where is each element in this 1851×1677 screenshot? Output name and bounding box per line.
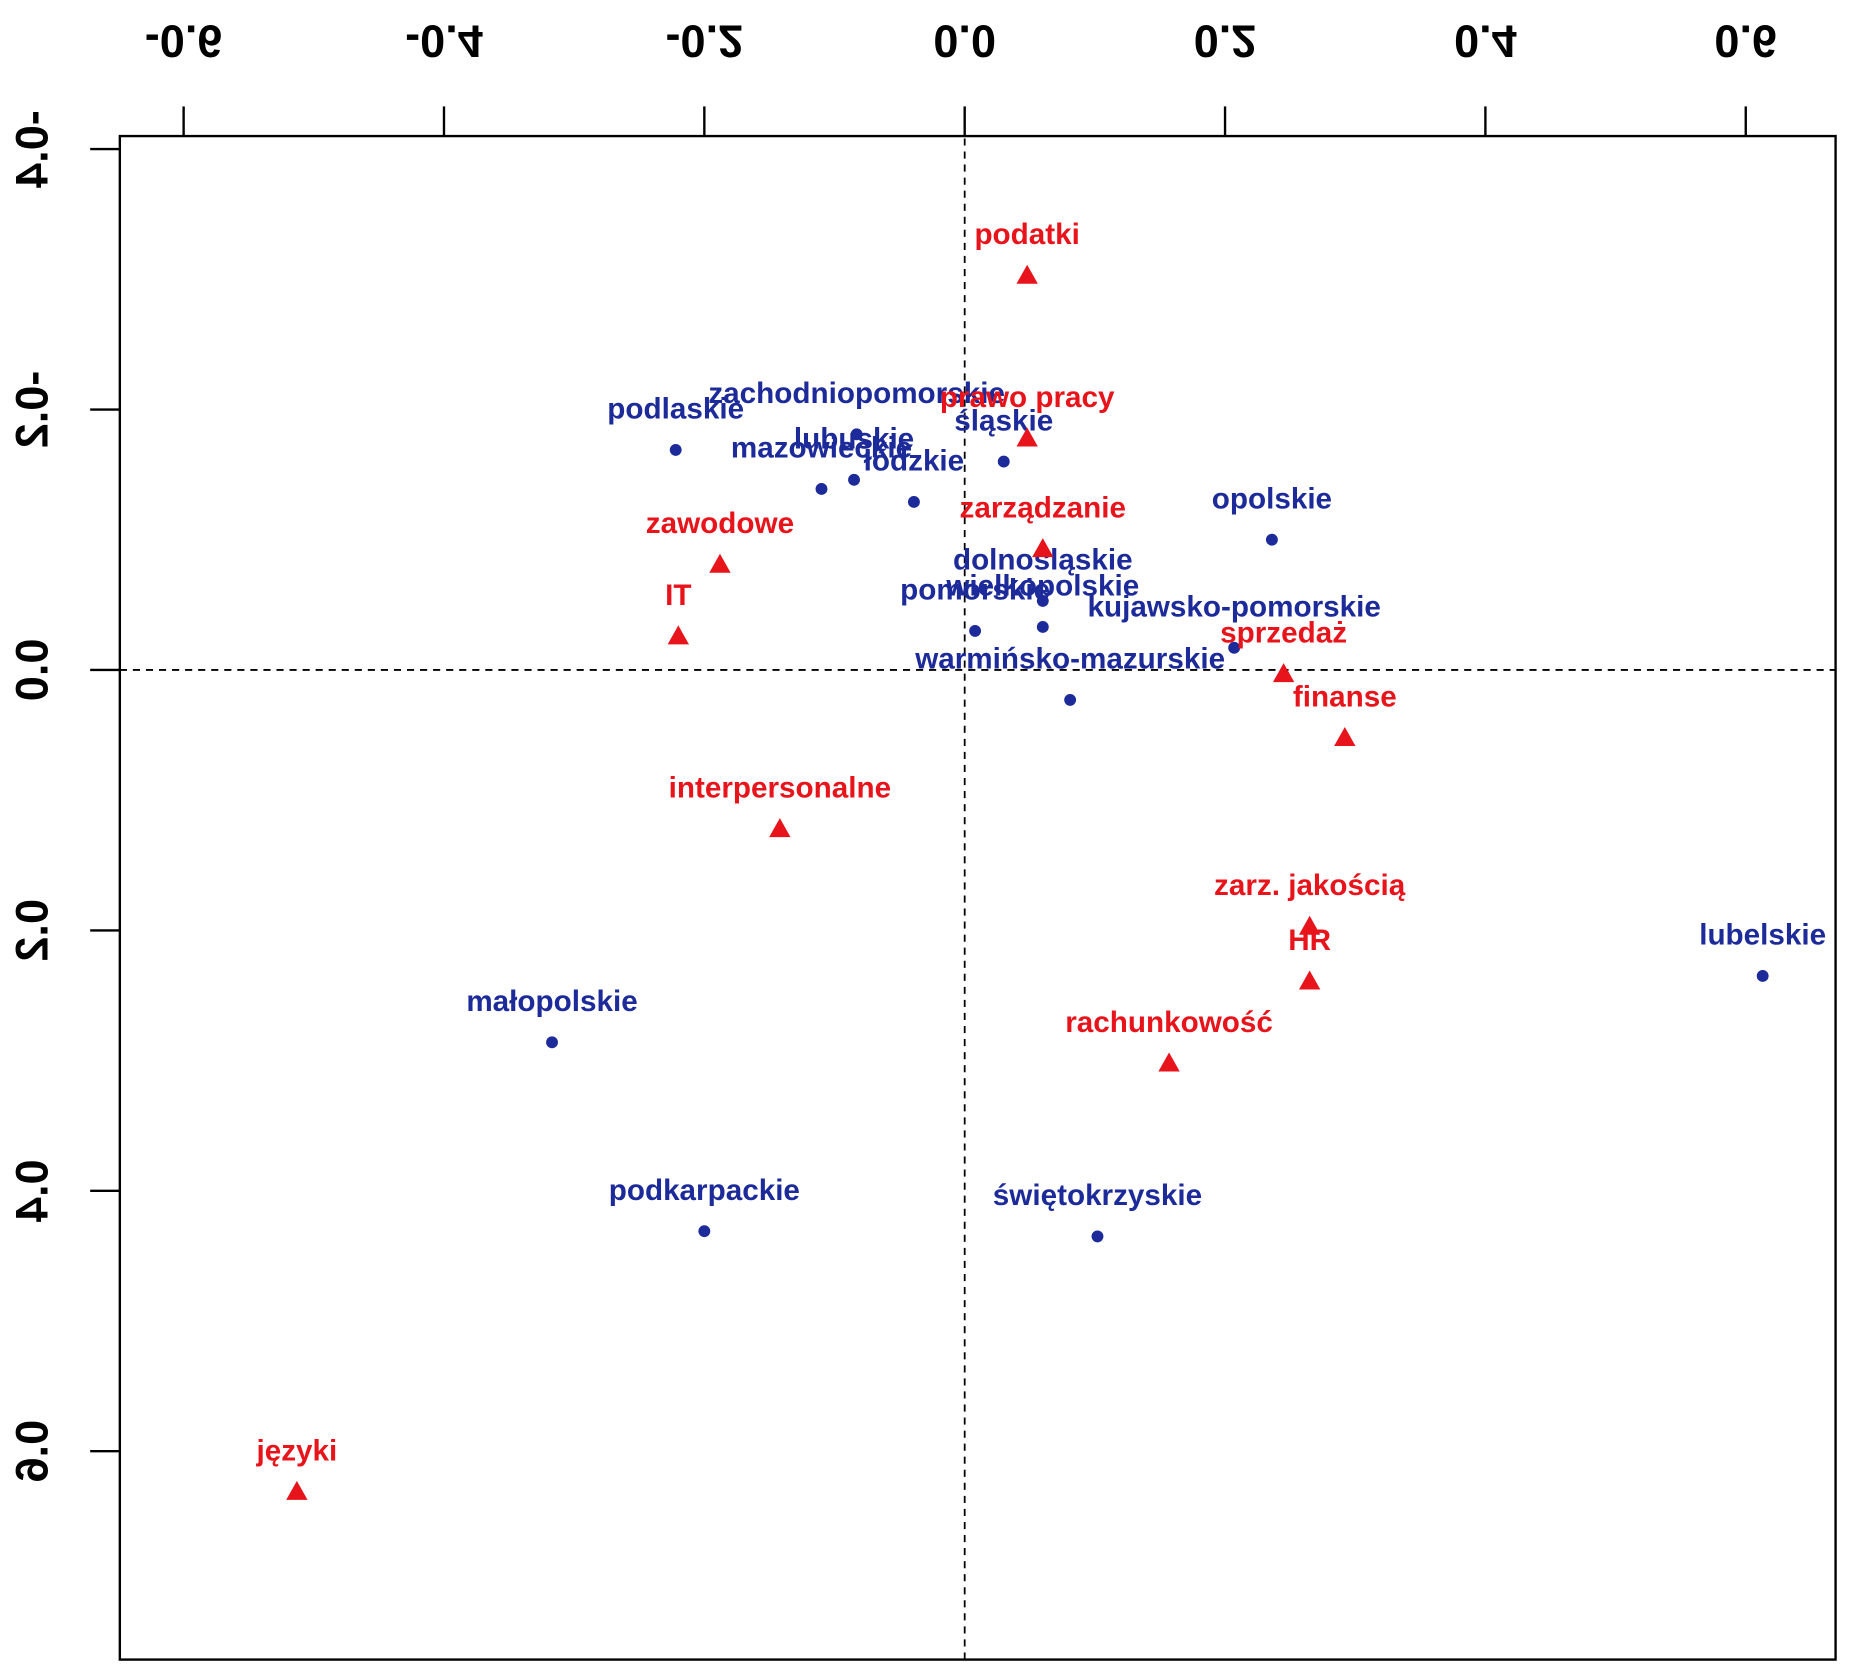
x-tick-label: 0.4: [1454, 16, 1517, 67]
point: [1228, 641, 1241, 654]
point: [698, 1225, 711, 1238]
plot-frame: [118, 134, 1837, 1661]
triangle-point: [1298, 915, 1321, 935]
point: [669, 443, 682, 456]
triangle-point: [667, 625, 689, 645]
point: [907, 496, 920, 508]
point-label: wielkopolskie: [945, 570, 1139, 603]
y-tick-label: 0.0: [7, 639, 58, 702]
point-label: zawodowe: [646, 507, 794, 540]
x-tick-label: 0.2: [1194, 16, 1257, 67]
point-label: pomorskie: [900, 574, 1050, 607]
point: [1091, 1230, 1104, 1243]
y-tick-label: 0.2: [7, 899, 58, 962]
x-tick-label: 0.0: [933, 16, 996, 67]
x-tick-label: -0.2: [665, 16, 743, 67]
point: [1756, 970, 1769, 982]
point: [815, 483, 828, 495]
point: [997, 455, 1010, 468]
point: [546, 1036, 558, 1049]
point-label: interpersonalne: [669, 771, 891, 804]
triangle-point: [1298, 970, 1321, 990]
point: [850, 428, 863, 441]
triangle-point: [1016, 264, 1038, 284]
triangle-point: [1032, 538, 1054, 558]
point-label: opolskie: [1212, 482, 1332, 515]
triangle-point: [1334, 726, 1356, 746]
point-label: HR: [1288, 924, 1331, 957]
point-label: sprzedaż: [1220, 617, 1347, 650]
point-label: finanse: [1293, 680, 1397, 713]
point-label: prawo pracy: [940, 381, 1115, 414]
y-tick-label: 0.4: [7, 1159, 58, 1222]
point-label: małopolskie: [466, 985, 637, 1018]
point-label: kujawsko-pomorskie: [1087, 590, 1380, 623]
point: [969, 624, 982, 637]
point-label: podatki: [974, 218, 1079, 251]
point-label: języki: [255, 1434, 337, 1467]
y-tick-label: -0.2: [7, 371, 58, 449]
point-label: łódzkie: [864, 445, 965, 478]
point-label: IT: [665, 579, 691, 612]
point: [1036, 621, 1049, 633]
x-tick-label: 0.6: [1714, 16, 1777, 67]
triangle-point: [769, 818, 791, 838]
point-label: zachodniopomorskie: [708, 377, 1005, 410]
triangle-point: [1272, 663, 1295, 683]
point-label: rachunkowość: [1065, 1006, 1273, 1039]
triangle-point: [709, 553, 731, 573]
triangle-point: [1016, 427, 1038, 447]
point: [1265, 533, 1278, 546]
point-label: mazowieckie: [731, 432, 912, 465]
point-label: zarz. jakością: [1214, 869, 1406, 902]
point: [848, 473, 860, 486]
point-label: lubuskie: [794, 423, 914, 456]
point: [1036, 595, 1049, 607]
point: [1064, 693, 1077, 706]
triangle-point: [1158, 1052, 1180, 1072]
point-label: zarządzanie: [960, 492, 1126, 525]
y-tick-label: 0.6: [7, 1420, 58, 1483]
point-label: świętokrzyskie: [993, 1179, 1202, 1212]
point-label: śląskie: [954, 404, 1053, 437]
plot-area: -0.6 -0.4 -0.2 0.0 0.2 0.4 0.6 -0.4 -0.2 0.0 0.2 0.…: [7, 16, 1837, 1661]
y-tick-label: -0.4: [7, 110, 58, 188]
point-label: warmińsko-mazurskie: [914, 643, 1225, 676]
point-label: podlaskie: [607, 393, 744, 426]
point-label: podkarpackie: [609, 1174, 800, 1207]
x-tick-label: -0.6: [145, 16, 223, 67]
point-label: lubelskie: [1699, 919, 1826, 952]
triangle-point: [286, 1480, 308, 1500]
x-tick-label: -0.4: [405, 16, 483, 67]
